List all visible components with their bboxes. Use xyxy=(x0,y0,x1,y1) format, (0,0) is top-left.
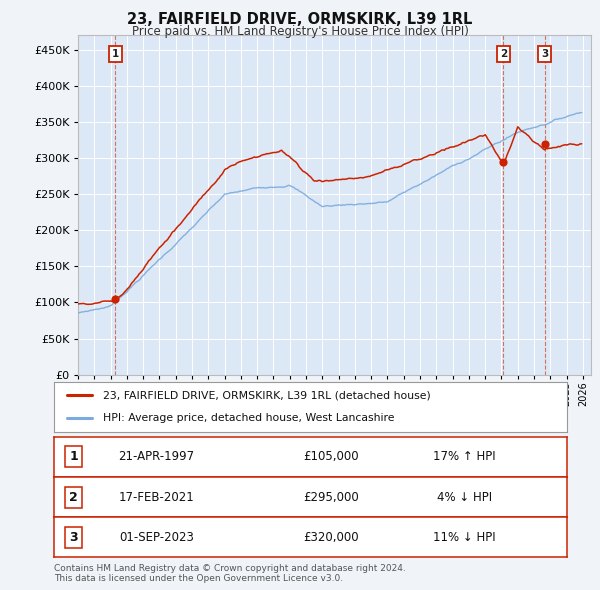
Text: Contains HM Land Registry data © Crown copyright and database right 2024.
This d: Contains HM Land Registry data © Crown c… xyxy=(54,563,406,583)
Text: 4% ↓ HPI: 4% ↓ HPI xyxy=(437,490,492,503)
Text: 3: 3 xyxy=(69,530,78,543)
Text: 17-FEB-2021: 17-FEB-2021 xyxy=(119,490,194,503)
Text: 21-APR-1997: 21-APR-1997 xyxy=(119,450,194,463)
Text: 1: 1 xyxy=(69,450,78,463)
Text: 2: 2 xyxy=(69,490,78,503)
Text: 2: 2 xyxy=(500,49,507,59)
Text: 11% ↓ HPI: 11% ↓ HPI xyxy=(433,530,496,543)
Text: Price paid vs. HM Land Registry's House Price Index (HPI): Price paid vs. HM Land Registry's House … xyxy=(131,25,469,38)
Point xyxy=(540,139,550,149)
Point xyxy=(110,294,120,304)
Text: 23, FAIRFIELD DRIVE, ORMSKIRK, L39 1RL: 23, FAIRFIELD DRIVE, ORMSKIRK, L39 1RL xyxy=(127,12,473,27)
Text: 01-SEP-2023: 01-SEP-2023 xyxy=(119,530,194,543)
Text: 3: 3 xyxy=(541,49,548,59)
Text: 23, FAIRFIELD DRIVE, ORMSKIRK, L39 1RL (detached house): 23, FAIRFIELD DRIVE, ORMSKIRK, L39 1RL (… xyxy=(103,390,430,400)
Point xyxy=(499,157,508,166)
Text: 17% ↑ HPI: 17% ↑ HPI xyxy=(433,450,496,463)
Text: £295,000: £295,000 xyxy=(303,490,359,503)
Text: HPI: Average price, detached house, West Lancashire: HPI: Average price, detached house, West… xyxy=(103,414,394,424)
Text: 1: 1 xyxy=(112,49,119,59)
Text: £320,000: £320,000 xyxy=(303,530,359,543)
Text: £105,000: £105,000 xyxy=(303,450,359,463)
